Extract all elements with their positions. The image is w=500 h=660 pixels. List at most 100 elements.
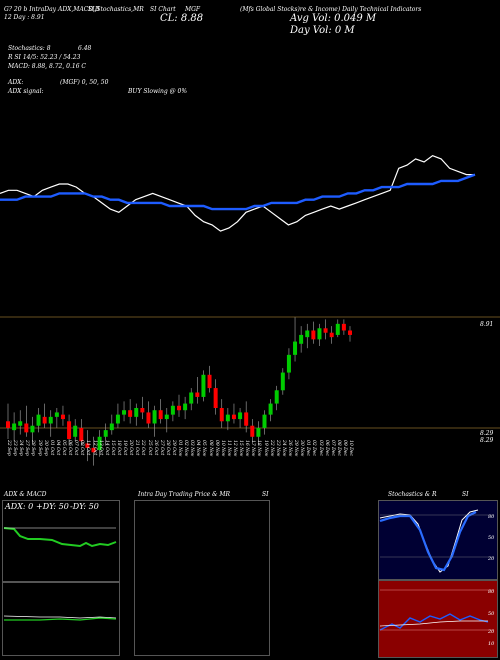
- macd-panel: [2, 582, 120, 656]
- candle-body: [213, 388, 218, 408]
- candle-body: [36, 414, 41, 426]
- stat-adx-vals: (MGF) 0, 50, 50: [60, 79, 109, 86]
- candle-body: [97, 436, 102, 451]
- rsi-signal-line: [379, 620, 488, 627]
- adx-panel: [2, 500, 120, 582]
- rsi-scale-50: 50: [488, 611, 495, 617]
- candle-body: [60, 414, 65, 420]
- pdi-value: +DY: 50: [36, 502, 69, 511]
- panel1-title: ADX & MACD: [4, 491, 47, 498]
- moving-average-line: [0, 173, 476, 211]
- candle-body: [54, 412, 59, 417]
- candle-body: [256, 427, 261, 437]
- adx-dmi-line: [3, 527, 117, 548]
- candle-body: [274, 390, 279, 404]
- header-day-vol: Day Vol: 0 M: [290, 25, 355, 36]
- header-title: (Mfs Global Stocks)re & Income) Daily Te…: [240, 6, 422, 13]
- panel3-title-right: SI: [462, 491, 469, 498]
- intraday-panel: [134, 500, 270, 656]
- candle-body: [341, 323, 346, 331]
- macd-signal-line: [4, 617, 117, 621]
- candle-body: [48, 416, 53, 424]
- header-left-2: 12 Day : 8.91: [4, 14, 45, 21]
- candle-body: [219, 408, 224, 422]
- candle-body: [164, 414, 169, 420]
- panel3-title: Stochastics & R: [388, 491, 437, 498]
- main-chart: [0, 155, 500, 466]
- candle-body: [73, 425, 78, 437]
- candle-body: [268, 403, 273, 415]
- candle-body: [317, 328, 322, 340]
- candle-body: [323, 328, 328, 333]
- candle-body: [286, 354, 291, 373]
- candle-body: [152, 410, 157, 424]
- panel2-title-right: SI: [262, 491, 269, 498]
- candle-body: [24, 423, 29, 433]
- candle-body: [189, 392, 194, 404]
- candle-body: [335, 323, 340, 335]
- panel2-title: Intra Day Trading Price & MR: [138, 491, 231, 498]
- stochastics-k-line: [379, 509, 479, 573]
- header-ticker: MGF: [185, 6, 201, 13]
- header-left-1: G? 20 b IntraDay ADX,MACD,B: [4, 6, 100, 13]
- candle-body: [140, 408, 145, 413]
- stat-macd: MACD: 8.88, 8.72, 0.16 C: [8, 63, 87, 70]
- candle-body: [231, 414, 236, 420]
- candle-body: [305, 330, 310, 338]
- header-mid-1: SI,Stochastics,MR: [88, 6, 144, 13]
- candle-body: [91, 447, 96, 453]
- price-label-top: 8.91: [480, 321, 494, 328]
- rsi-line: [379, 613, 489, 631]
- candle-body: [244, 412, 249, 426]
- candle-body: [238, 412, 243, 420]
- stat-buy-signal: BUY Slowing @ 0%: [128, 88, 188, 95]
- candle-body: [134, 408, 139, 417]
- stoch-scale-80: 80: [488, 514, 495, 520]
- candle-body: [329, 332, 334, 338]
- stat-rsi: R SI 14/5: 52.23 / 54.23: [8, 54, 81, 61]
- macd-line: [3, 615, 117, 619]
- header-avg-vol: Avg Vol: 0.049 M: [290, 13, 377, 24]
- stat-adx-signal: ADX signal:: [8, 88, 44, 95]
- candle-body: [122, 410, 127, 415]
- stoch-scale-50: 50: [488, 535, 495, 541]
- candle-body: [177, 405, 181, 411]
- candle-body: [115, 414, 120, 424]
- header-close: CL: 8.88: [160, 13, 204, 24]
- candle-body: [128, 410, 133, 417]
- adx-value: ADX: 0: [5, 502, 34, 511]
- price-line: [0, 155, 475, 232]
- candle-body: [109, 423, 114, 431]
- price-label-low2: 8.29: [480, 437, 494, 444]
- candle-body: [79, 427, 84, 442]
- candle-body: [280, 372, 285, 391]
- candle-body: [311, 330, 316, 340]
- price-label-low1: 8.29: [480, 430, 494, 437]
- stochastics-panel: [378, 500, 498, 580]
- rsi-scale-10: 10: [488, 641, 495, 647]
- candle-body: [158, 410, 163, 420]
- candle-body: [262, 414, 267, 428]
- candle-body: [67, 421, 72, 439]
- candle-body: [250, 425, 255, 437]
- candle-body: [12, 423, 17, 431]
- candle-body: [18, 421, 23, 426]
- candle-body: [293, 341, 298, 355]
- candle-body: [201, 374, 206, 397]
- stat-adx: ADX:: [8, 79, 24, 86]
- rsi-scale-20: 20: [488, 629, 495, 635]
- candle-body: [183, 403, 188, 411]
- candle-body: [85, 443, 90, 448]
- candle-body: [146, 412, 151, 424]
- stat-stochastics-val: 6.48: [78, 45, 92, 52]
- candle-body: [30, 425, 35, 433]
- candle-body: [225, 414, 230, 422]
- candle-body: [348, 330, 352, 335]
- candle-body: [299, 334, 304, 344]
- stochastics-d-line: [379, 511, 477, 572]
- candle-body: [42, 416, 47, 424]
- stat-stochastics: Stochastics: 8: [8, 45, 51, 52]
- candle-body: [6, 421, 10, 428]
- candle-body: [207, 374, 212, 389]
- stoch-scale-20: 20: [488, 556, 495, 562]
